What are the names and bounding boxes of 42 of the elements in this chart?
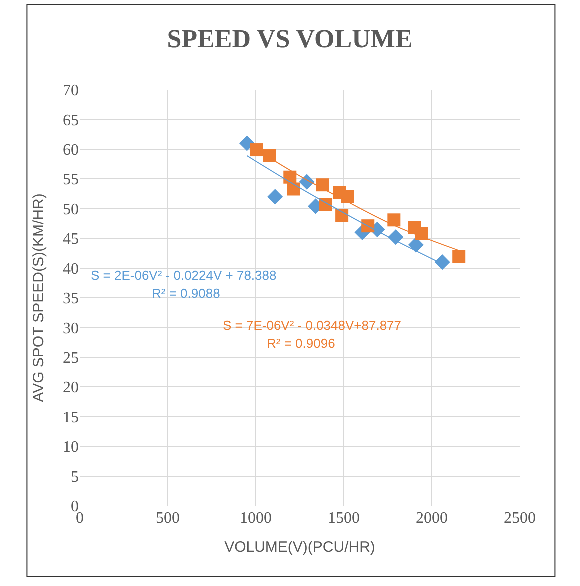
y-tick-label: 20 [63,380,79,397]
x-tick-label: 2000 [416,510,448,527]
point [250,144,264,157]
y-tick-label: 30 [63,320,79,338]
point [341,190,354,204]
point [239,136,255,152]
point [263,149,276,162]
point [388,230,404,246]
x-tick-label: 1000 [240,510,272,527]
y-tick-label: 10 [63,439,79,456]
y-tick-label: 65 [63,112,79,130]
x-tick-label: 500 [156,510,180,527]
y-tick-label: 35 [63,290,79,308]
y-tick-label: 15 [63,409,79,426]
y-tick-label: 70 [63,82,79,100]
y-tick-label: 50 [63,201,79,218]
point [388,214,401,227]
point [434,254,450,270]
annotation: R² = 0.9088 [152,286,220,301]
point [362,220,375,233]
point [316,178,330,192]
point [287,182,300,196]
y-tick-label: 45 [63,231,79,248]
y-tick-label: 25 [63,350,79,368]
point [268,189,284,205]
point [415,227,428,240]
y-tick-label: 5 [71,468,79,486]
x-axis-title: VOLUME(V)(PCU/HR) [224,539,376,556]
y-tick-label: 60 [63,142,79,160]
y-tick-label: 55 [63,172,79,189]
y-tick-label: 40 [63,260,79,278]
y-axis-title: AVG SPOT SPEED(S)(KM/HR) [30,194,48,402]
annotation: S = 2E-06V² - 0.0224V + 78.388 [91,268,277,283]
annotation: R² = 0.9096 [267,336,336,351]
point [408,237,424,253]
x-tick-label: 1500 [328,510,360,527]
point [319,198,332,212]
x-tick-label: 2500 [504,510,536,527]
chart-title: SPEED VS VOLUME [167,24,413,54]
annotation: S = 7E-06V² - 0.0348V+87.877 [223,318,402,333]
point [336,209,349,222]
point [452,250,466,264]
